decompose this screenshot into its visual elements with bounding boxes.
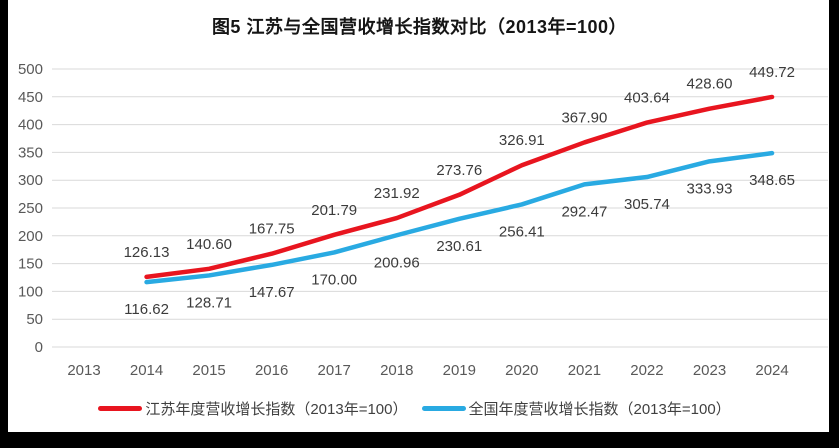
data-label: 116.62 [124, 301, 169, 318]
x-axis-tick-label: 2023 [693, 362, 726, 379]
y-axis-tick-label: 500 [18, 61, 43, 78]
data-label: 230.61 [436, 238, 482, 255]
y-axis-tick-label: 400 [18, 117, 43, 134]
y-axis-tick-label: 300 [18, 172, 43, 189]
chart-title: 图5 江苏与全国营收增长指数对比（2013年=100） [211, 17, 628, 37]
data-label: 449.72 [749, 64, 795, 81]
series-line-1 [144, 150, 775, 285]
y-axis-tick-label: 350 [18, 144, 43, 161]
data-label: 348.65 [749, 172, 795, 189]
black-frame-bottom [0, 432, 839, 448]
series-line-0 [144, 94, 775, 280]
data-label: 170.00 [311, 271, 357, 288]
x-axis-tick-label: 2013 [67, 362, 100, 379]
y-axis-tick-label: 50 [26, 311, 43, 328]
x-axis-tick-label: 2021 [568, 362, 601, 379]
legend-label-jiangsu: 江苏年度营收增长指数（2013年=100） [145, 401, 408, 418]
x-axis-tick-label: 2014 [130, 362, 163, 379]
data-label: 147.67 [249, 284, 295, 301]
data-label: 231.92 [374, 185, 420, 202]
data-label: 292.47 [561, 203, 607, 220]
y-axis-tick-label: 100 [18, 283, 43, 300]
y-axis-tick-label: 0 [35, 339, 43, 356]
data-label: 200.96 [374, 254, 420, 271]
chart-legend: 江苏年度营收增长指数（2013年=100） 全国年度营收增长指数（2013年=1… [0, 398, 829, 419]
data-label: 428.60 [687, 76, 733, 93]
y-axis-tick-label: 250 [18, 200, 43, 217]
data-label: 273.76 [436, 162, 482, 179]
legend-item-jiangsu: 江苏年度营收增长指数（2013年=100） [98, 398, 408, 419]
legend-item-national: 全国年度营收增长指数（2013年=100） [421, 398, 731, 419]
data-label: 126.13 [124, 244, 170, 261]
data-label: 326.91 [499, 132, 545, 149]
y-axis-tick-label: 200 [18, 228, 43, 245]
x-axis-tick-label: 2024 [755, 362, 788, 379]
national-line-swatch-icon [421, 406, 466, 411]
data-label: 128.71 [186, 294, 232, 311]
data-label: 305.74 [624, 196, 670, 213]
data-label: 367.90 [561, 109, 607, 126]
black-frame-left [0, 0, 8, 448]
x-axis-tick-label: 2015 [192, 362, 225, 379]
legend-label-national: 全国年度营收增长指数（2013年=100） [468, 401, 731, 418]
x-axis-tick-label: 2022 [630, 362, 663, 379]
data-label: 333.93 [687, 180, 733, 197]
data-label: 167.75 [249, 221, 295, 238]
x-axis-tick-label: 2018 [380, 362, 413, 379]
y-axis-tick-label: 450 [18, 89, 43, 106]
jiangsu-line-swatch-icon [98, 406, 143, 411]
data-label: 403.64 [624, 90, 670, 107]
black-frame-right [829, 0, 839, 448]
data-label: 140.60 [186, 236, 232, 253]
x-axis-tick-label: 2019 [443, 362, 476, 379]
x-axis-tick-label: 2020 [505, 362, 538, 379]
x-axis-tick-label: 2016 [255, 362, 288, 379]
x-axis-tick-label: 2017 [318, 362, 351, 379]
data-label: 201.79 [311, 202, 357, 219]
data-label: 256.41 [499, 223, 545, 240]
y-axis-tick-label: 150 [18, 256, 43, 273]
